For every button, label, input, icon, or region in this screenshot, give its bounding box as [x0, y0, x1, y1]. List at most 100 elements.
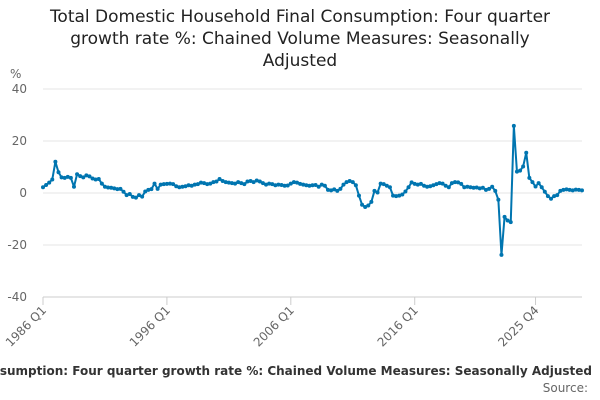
data-point	[298, 181, 303, 186]
data-point	[282, 183, 287, 188]
chart-title-line-1: Total Domestic Household Final Consumpti…	[49, 7, 551, 27]
data-point	[521, 164, 526, 169]
x-tick-label: 2025 Q4	[495, 303, 541, 349]
data-point	[75, 172, 80, 177]
data-point	[192, 182, 197, 187]
data-point	[325, 187, 330, 192]
data-point	[180, 184, 185, 189]
data-point	[338, 186, 343, 191]
data-point	[580, 188, 584, 193]
data-point	[53, 159, 58, 164]
data-point	[288, 181, 293, 186]
data-point	[118, 186, 123, 191]
data-point	[567, 187, 572, 192]
data-point	[226, 180, 231, 185]
y-tick-label: 20	[12, 134, 27, 148]
data-point	[576, 187, 581, 192]
data-point	[319, 182, 324, 187]
data-point	[418, 181, 423, 186]
data-point	[41, 185, 45, 190]
data-point	[68, 175, 73, 180]
data-point	[496, 197, 501, 202]
data-point	[257, 179, 262, 184]
data-point	[93, 177, 98, 182]
data-point	[102, 184, 107, 189]
data-point	[412, 181, 417, 186]
data-point	[378, 181, 383, 186]
data-point	[127, 192, 132, 197]
data-point	[564, 187, 569, 192]
data-point	[155, 186, 160, 191]
data-point	[372, 188, 377, 193]
data-point	[115, 187, 120, 192]
data-point	[208, 181, 213, 186]
data-point	[236, 180, 241, 185]
x-tick-label: 2006 Q1	[251, 303, 297, 349]
data-point	[168, 181, 173, 186]
data-point	[431, 183, 436, 188]
data-point	[502, 214, 507, 219]
data-point	[471, 185, 476, 190]
data-point	[387, 185, 392, 190]
data-point	[264, 182, 269, 187]
data-point	[291, 180, 296, 185]
data-point	[545, 194, 550, 199]
data-point	[428, 184, 433, 189]
data-point	[394, 194, 399, 199]
data-point	[409, 180, 414, 185]
data-point	[474, 185, 479, 190]
data-point	[202, 181, 207, 186]
data-point	[514, 169, 519, 174]
data-point	[356, 193, 361, 198]
data-point	[536, 181, 541, 186]
data-point	[304, 183, 309, 188]
data-point	[344, 180, 349, 185]
data-point	[245, 179, 250, 184]
data-point	[530, 180, 535, 185]
y-tick-label: -40	[7, 290, 27, 304]
chart-title: Total Domestic Household Final Consumpti…	[0, 6, 600, 72]
data-point	[87, 174, 92, 179]
data-point	[527, 175, 532, 180]
data-point	[251, 180, 256, 185]
data-point	[487, 186, 492, 191]
data-point	[140, 194, 145, 199]
data-point	[316, 184, 321, 189]
legend-item-label: Total Domestic Household Final Consumpti…	[0, 364, 592, 378]
data-point	[62, 175, 67, 180]
data-point	[552, 194, 557, 199]
data-point	[164, 181, 169, 186]
series-group	[41, 123, 584, 257]
data-point	[465, 184, 470, 189]
data-point	[307, 183, 312, 188]
data-point	[248, 179, 253, 184]
data-point	[573, 187, 578, 192]
data-point	[109, 185, 114, 190]
chart-title-line-3: Adjusted	[262, 51, 338, 71]
data-point	[400, 192, 405, 197]
data-point	[539, 185, 544, 190]
y-tick-label: 0	[19, 186, 27, 200]
data-point	[44, 182, 49, 187]
data-point	[434, 182, 439, 187]
data-point	[161, 182, 166, 187]
data-point	[381, 182, 386, 187]
data-point	[174, 184, 179, 189]
data-point	[332, 187, 337, 192]
data-point	[384, 183, 389, 188]
data-point	[375, 190, 380, 195]
data-point	[493, 188, 498, 193]
data-point	[47, 180, 52, 185]
data-point	[233, 181, 238, 186]
data-point	[452, 180, 457, 185]
data-point	[195, 182, 200, 187]
y-tick-label: 40	[12, 82, 27, 96]
data-point	[301, 182, 306, 187]
data-point	[260, 181, 265, 186]
data-point	[549, 196, 554, 201]
data-point	[425, 184, 430, 189]
data-point	[152, 181, 157, 186]
data-point	[146, 187, 151, 192]
data-point	[214, 179, 219, 184]
